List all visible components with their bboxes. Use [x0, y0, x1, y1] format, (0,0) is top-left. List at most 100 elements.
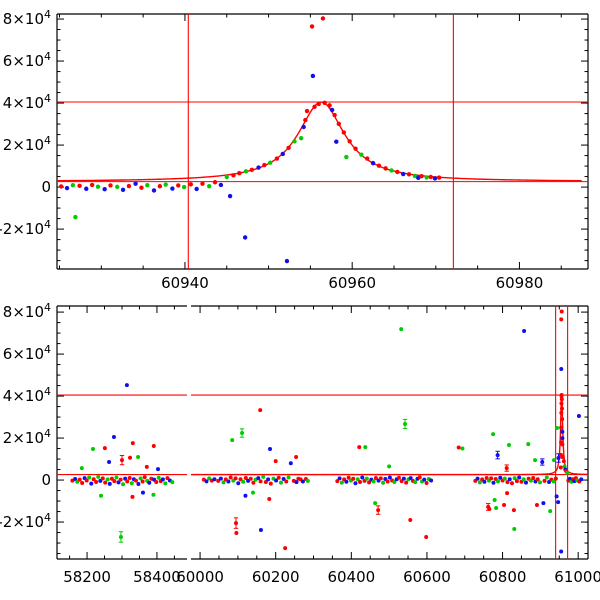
data-point [292, 139, 297, 144]
data-point [115, 184, 120, 190]
y-ticks [57, 18, 588, 262]
x-tick-label: 58200 [63, 568, 111, 586]
data-point [560, 454, 565, 459]
data-point [383, 166, 388, 171]
data-point [176, 183, 181, 188]
data-point [206, 184, 212, 189]
data-point [551, 479, 556, 484]
data-point [541, 501, 546, 506]
data-point [268, 481, 273, 486]
data-point [554, 425, 559, 430]
data-point [218, 476, 223, 481]
data-point [251, 490, 256, 495]
y-tick-label: -2×104 [0, 511, 51, 531]
data-point [274, 156, 280, 161]
reference-lines [57, 394, 187, 476]
data-point [544, 475, 549, 480]
data-point [475, 476, 480, 481]
x-tick-label: 58400 [133, 568, 181, 586]
data-point [567, 476, 572, 481]
data-point [505, 491, 510, 496]
data-point [112, 479, 117, 484]
data-point [365, 156, 370, 161]
data-point [181, 184, 187, 190]
data-point [99, 493, 104, 498]
data-point [160, 477, 165, 482]
data-point [114, 475, 119, 480]
data-point [163, 481, 168, 486]
data-point [559, 397, 564, 402]
data-point [505, 480, 510, 485]
data-point [127, 475, 132, 480]
data-point [558, 465, 563, 470]
data-point [154, 479, 159, 484]
data-point [281, 477, 286, 482]
reference-lines [191, 306, 588, 559]
data-point [91, 477, 96, 482]
data-point [560, 436, 565, 441]
data-point [401, 476, 406, 481]
data-point [309, 24, 315, 29]
data-point [511, 508, 516, 513]
data-point [73, 214, 78, 220]
data-point [298, 135, 304, 141]
data-point [376, 163, 382, 168]
data-point [367, 480, 372, 485]
data-point [559, 393, 564, 398]
data-point [336, 121, 342, 127]
data-point [432, 176, 438, 181]
data-point [77, 477, 82, 482]
data-point [559, 410, 564, 415]
data-point [151, 444, 156, 449]
data-point [111, 435, 116, 440]
data-point [286, 145, 291, 151]
data-point [262, 162, 267, 168]
data-point [147, 480, 152, 485]
y-ticks [581, 311, 588, 555]
data-point [460, 446, 465, 451]
data-point [419, 173, 424, 179]
data-point [353, 146, 358, 151]
data-point [523, 480, 528, 485]
fit-curve [56, 101, 582, 182]
data-point [156, 475, 161, 480]
data-point [94, 479, 99, 484]
data-point [502, 503, 507, 508]
data-point [506, 442, 511, 447]
data-point [261, 474, 266, 479]
data-point [233, 476, 238, 481]
data-point [228, 475, 233, 480]
data-point [373, 501, 378, 506]
data-point [284, 258, 290, 264]
data-point [294, 480, 299, 485]
data-point [376, 508, 381, 513]
data-point [526, 442, 531, 447]
data-point [243, 493, 248, 498]
data-point [492, 498, 497, 503]
data-point [512, 476, 517, 481]
data-point [286, 475, 291, 480]
data-point [90, 446, 95, 451]
data-point [561, 459, 566, 464]
data-point [234, 530, 239, 535]
data-point [556, 456, 561, 461]
data-point [560, 442, 565, 447]
data-point [560, 429, 565, 434]
data-point [300, 479, 305, 484]
data-point [373, 475, 378, 480]
data-point [477, 480, 482, 485]
top-segment-0: 60940 60960 60980 [56, 13, 589, 292]
data-point [140, 479, 145, 484]
data-point [316, 101, 321, 107]
data-point [579, 477, 584, 482]
data-point [491, 480, 496, 485]
data-point [103, 480, 108, 485]
data-point [528, 478, 533, 483]
data-point [456, 445, 461, 450]
data-point [522, 328, 527, 333]
data-point [273, 459, 278, 464]
data-point [395, 169, 400, 175]
data-point [256, 165, 261, 170]
x-tick-labels: 58200 58400 [63, 568, 181, 586]
bottom-segment-0: 58200 58400 [56, 305, 187, 586]
